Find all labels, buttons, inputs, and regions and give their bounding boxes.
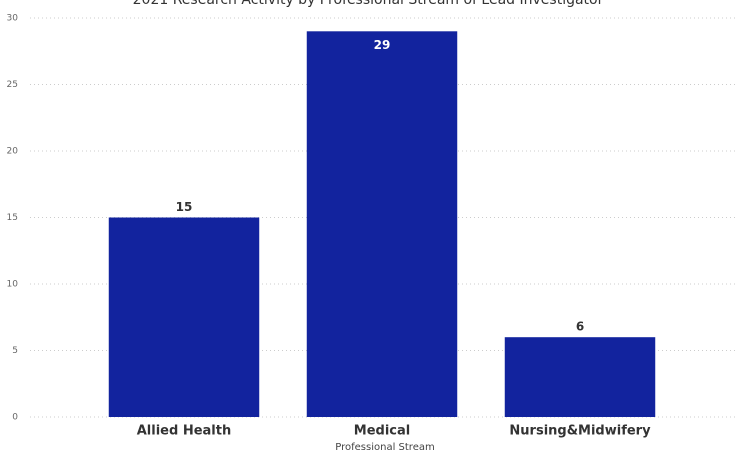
chart-title: 2021 Research Activity by Professional S… bbox=[133, 0, 604, 8]
bar bbox=[306, 31, 458, 418]
y-tick-label: 20 bbox=[7, 147, 19, 157]
value-label: 29 bbox=[374, 38, 391, 52]
value-label: 15 bbox=[176, 200, 193, 214]
y-tick-label: 0 bbox=[12, 413, 18, 423]
x-axis-label: Professional Stream bbox=[335, 442, 434, 452]
bar bbox=[504, 337, 656, 417]
y-tick-label: 25 bbox=[7, 80, 18, 90]
bar bbox=[108, 217, 260, 417]
y-tick-label: 30 bbox=[7, 14, 19, 24]
value-label: 6 bbox=[576, 320, 584, 334]
y-tick-label: 10 bbox=[7, 280, 19, 290]
x-tick-label: Nursing&Midwifery bbox=[509, 424, 651, 439]
x-tick-label: Medical bbox=[354, 424, 410, 439]
y-tick-label: 15 bbox=[7, 213, 18, 223]
x-tick-label: Allied Health bbox=[137, 424, 231, 439]
y-tick-label: 5 bbox=[12, 346, 18, 356]
